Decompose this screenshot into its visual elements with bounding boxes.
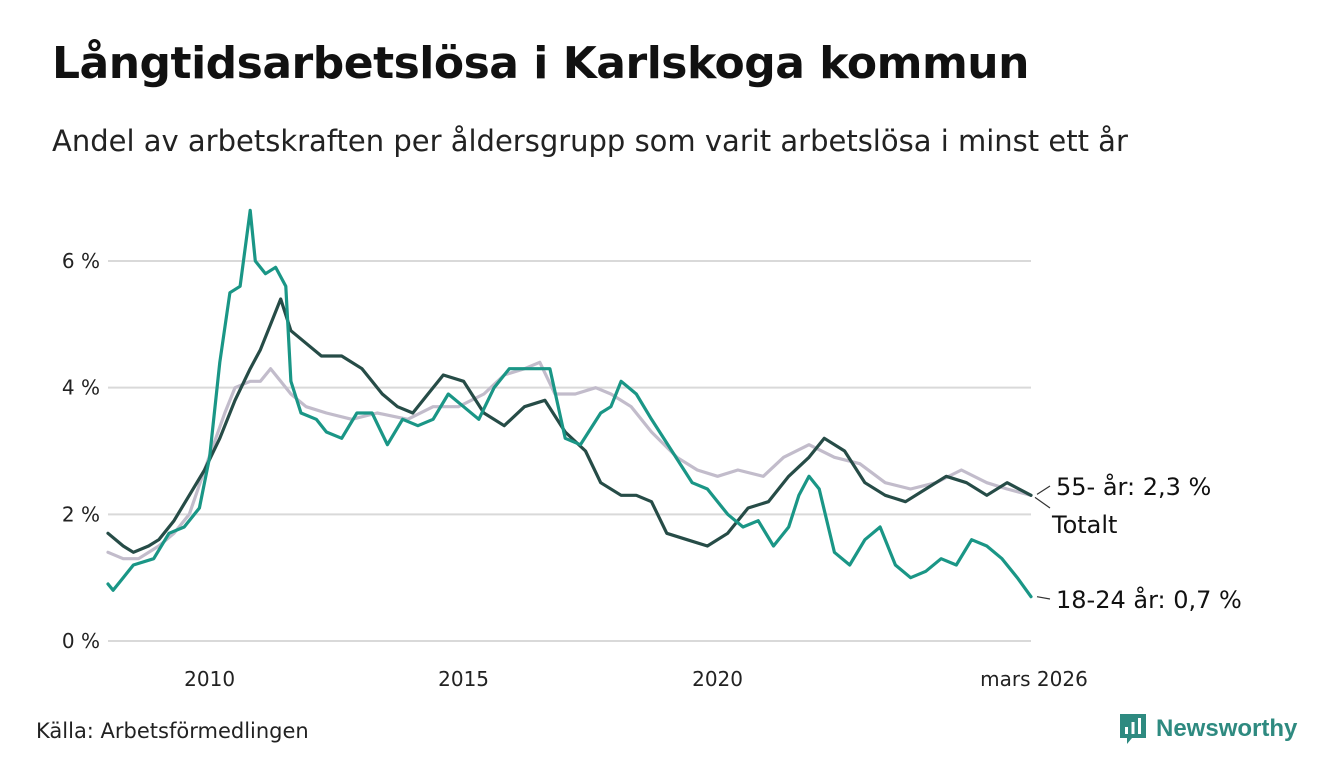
chart-title: Långtidsarbetslösa i Karlskoga kommun: [52, 38, 1029, 89]
brand-name: Newsworthy: [1156, 715, 1298, 742]
series-line-age-55: [106, 360, 1033, 561]
brand-logo: Newsworthy: [1118, 712, 1297, 746]
series-lines: [106, 208, 1033, 599]
chart-subtitle: Andel av arbetskraften per åldersgrupp s…: [52, 124, 1128, 158]
gridlines: [108, 260, 1031, 642]
x-tick-label: mars 2026: [980, 667, 1088, 691]
y-tick-label: 6 %: [62, 249, 100, 273]
end-label-age-18-24: 18-24 år: 0,7 %: [1056, 585, 1242, 614]
source-note: Källa: Arbetsförmedlingen: [36, 719, 309, 743]
newsworthy-logo-icon: [1120, 714, 1146, 744]
end-label-total: Totalt: [1051, 511, 1117, 539]
y-tick-label: 2 %: [62, 502, 100, 526]
x-axis-ticks: 2010 2015 2020 mars 2026: [184, 667, 1088, 691]
leader-line-age-55: [1036, 485, 1051, 495]
leader-line-total: [1034, 496, 1051, 509]
leader-line-age-18-24: [1036, 596, 1051, 600]
y-axis-ticks: 0 % 2 % 4 % 6 %: [62, 249, 100, 653]
end-label-age-55: 55- år: 2,3 %: [1056, 472, 1211, 501]
series-line-age-18-24: [106, 208, 1033, 599]
x-tick-label: 2010: [184, 667, 235, 691]
y-tick-label: 4 %: [62, 376, 100, 400]
series-line-total: [106, 297, 1033, 554]
end-labels: 55- år: 2,3 % Totalt 18-24 år: 0,7 %: [1034, 472, 1242, 614]
x-tick-label: 2015: [438, 667, 489, 691]
line-chart: 0 % 2 % 4 % 6 % 2010 2015 2020 mars 2026 55- å…: [62, 208, 1242, 691]
x-tick-label: 2020: [692, 667, 743, 691]
y-tick-label: 0 %: [62, 629, 100, 653]
